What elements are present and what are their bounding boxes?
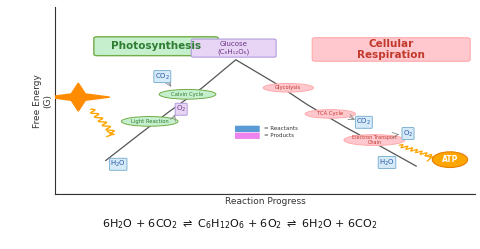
Text: CO$_2$: CO$_2$ [155, 71, 170, 82]
Ellipse shape [121, 117, 178, 126]
Text: Glucose
(C₆H₁₂O₆): Glucose (C₆H₁₂O₆) [217, 41, 250, 55]
Text: TCA Cycle: TCA Cycle [317, 111, 343, 117]
Text: Light Reaction: Light Reaction [131, 119, 168, 124]
Text: H$_2$O: H$_2$O [110, 159, 126, 169]
Ellipse shape [344, 135, 405, 145]
Ellipse shape [159, 89, 216, 99]
Text: Calvin Cycle: Calvin Cycle [171, 92, 204, 97]
Text: = Products: = Products [264, 133, 294, 138]
FancyBboxPatch shape [312, 38, 470, 61]
Text: CO$_2$: CO$_2$ [356, 117, 372, 127]
FancyBboxPatch shape [235, 132, 260, 139]
Text: 6H$_2$O + 6CO$_2$ $\rightleftharpoons$ C$_6$H$_{12}$O$_6$ + 6O$_2$ $\rightleftha: 6H$_2$O + 6CO$_2$ $\rightleftharpoons$ C… [102, 217, 378, 231]
Text: Glycolysis: Glycolysis [275, 85, 301, 90]
Text: Cellular
Respiration: Cellular Respiration [357, 39, 425, 60]
Text: H$_2$O: H$_2$O [379, 157, 395, 168]
FancyBboxPatch shape [94, 37, 218, 56]
Ellipse shape [263, 83, 313, 92]
FancyBboxPatch shape [235, 126, 260, 132]
Ellipse shape [305, 110, 356, 118]
Y-axis label: Free Energy
(G): Free Energy (G) [33, 74, 52, 128]
Text: = Reactants: = Reactants [264, 126, 298, 131]
FancyBboxPatch shape [191, 39, 276, 57]
Text: O$_2$: O$_2$ [403, 128, 413, 139]
Polygon shape [47, 83, 110, 111]
Text: Photosynthesis: Photosynthesis [111, 41, 201, 51]
Text: Electron Transport
Chain: Electron Transport Chain [352, 135, 397, 145]
Text: ATP: ATP [442, 155, 458, 164]
Text: O$_2$: O$_2$ [176, 104, 186, 114]
Circle shape [432, 152, 468, 168]
X-axis label: Reaction Progress: Reaction Progress [225, 197, 306, 206]
